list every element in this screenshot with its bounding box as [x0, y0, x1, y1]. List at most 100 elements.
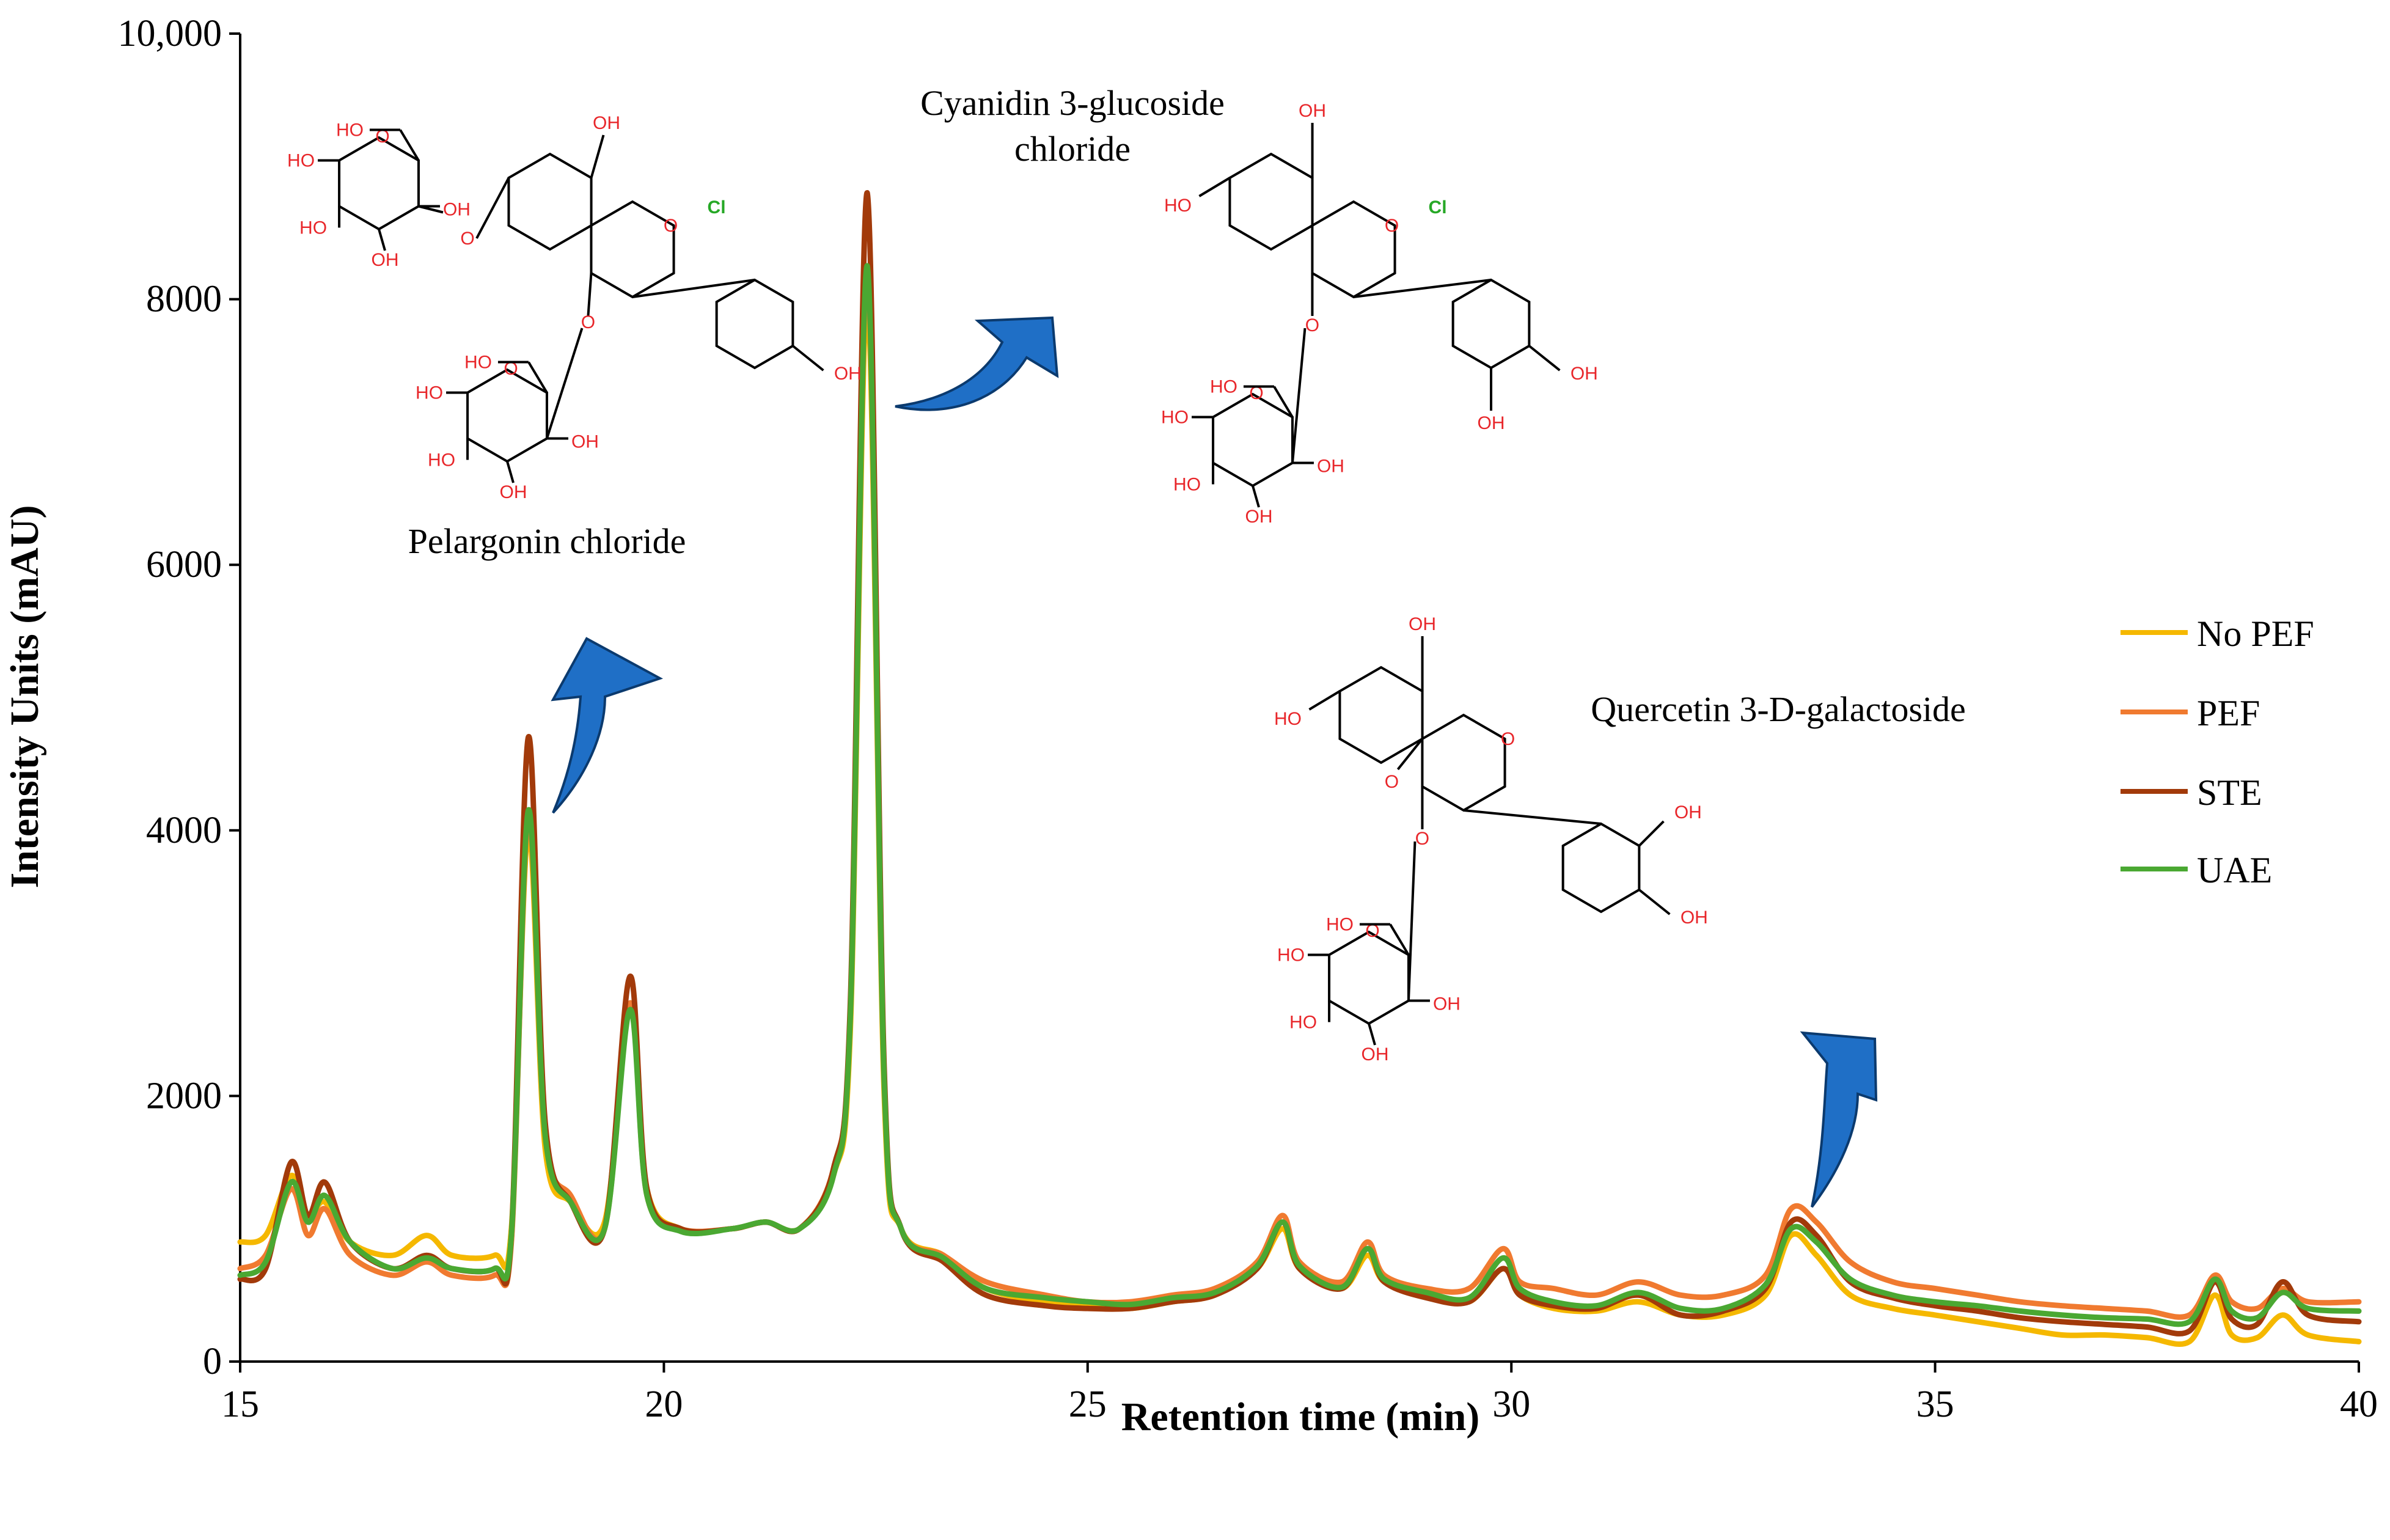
atom-label: HO [1326, 915, 1354, 935]
y-ticks: 0 2000 4000 6000 8000 10,000 [118, 13, 240, 1382]
ring-c [590, 200, 675, 299]
atom-label: HO [1161, 408, 1189, 428]
legend-item-ste: STE [2121, 772, 2262, 813]
ring-a [1338, 666, 1424, 765]
atom-label: OH [834, 364, 862, 384]
atom-label: HO [1210, 377, 1237, 397]
arrow-quercetin-icon [1800, 1031, 1878, 1208]
atom-label: OH [1362, 1044, 1389, 1065]
atom-label: HO [1277, 945, 1305, 966]
atom-label: OH [443, 200, 471, 220]
bond [1273, 386, 1294, 418]
bond [546, 328, 584, 439]
quercetin-structure: OH HO O O OH OH O HO HO OH OH HO O [1274, 614, 1708, 1065]
atom-label: OH [593, 113, 620, 133]
legend-item-uae: UAE [2121, 850, 2272, 890]
atom-label: O [1249, 383, 1263, 403]
sugar-ring [1328, 930, 1410, 1025]
ring-b [715, 278, 794, 370]
atom-label: HO [1274, 709, 1302, 729]
y-tick-label: 0 [203, 1341, 222, 1382]
x-tick-label: 35 [1916, 1384, 1954, 1425]
atom-label: OH [1681, 908, 1708, 928]
atom-label: Cl [1429, 197, 1447, 218]
series-line-pef [237, 270, 2362, 1320]
bond [475, 177, 510, 239]
bond [1308, 690, 1341, 711]
y-tick-label: 8000 [146, 279, 222, 320]
sugar-ring [466, 368, 548, 463]
annotation-cyanidin-label-line2: chloride [1014, 129, 1131, 169]
ring-a [507, 152, 593, 251]
legend-label-ste: STE [2197, 772, 2262, 813]
atom-label: HO [1289, 1013, 1317, 1033]
x-tick-label: 15 [221, 1384, 259, 1425]
atom-label: O [1415, 829, 1429, 849]
x-tick-label: 25 [1069, 1384, 1107, 1425]
atom-label: Cl [708, 197, 726, 218]
atom-label: HO [428, 450, 455, 471]
bond [590, 134, 605, 178]
atom-label: O [1501, 729, 1515, 749]
atom-label: HO [1173, 475, 1201, 495]
y-tick-label: 4000 [146, 810, 222, 851]
bond [1368, 1023, 1376, 1046]
atom-label: OH [1433, 994, 1461, 1014]
atom-label: OH [1674, 802, 1702, 823]
legend-item-pef: PEF [2121, 693, 2260, 733]
annotation-pelargonin-label: Pelargonin chloride [408, 521, 686, 561]
atom-label: OH [1317, 457, 1344, 477]
ring-c [1311, 200, 1396, 299]
x-tick-label: 30 [1492, 1384, 1530, 1425]
legend-item-no-pef: No PEF [2121, 614, 2314, 654]
x-tick-label: 20 [645, 1384, 683, 1425]
atom-label: O [581, 312, 595, 332]
x-tick-label: 40 [2340, 1384, 2378, 1425]
legend-label-no-pef: No PEF [2197, 614, 2314, 654]
bond [1638, 820, 1665, 847]
atom-label: O [1365, 921, 1379, 941]
y-axis-title: Intensity Units (mAU) [2, 505, 47, 889]
atom-label: HO [336, 120, 364, 141]
x-axis-title: Retention time (min) [1121, 1395, 1480, 1439]
bond [527, 361, 548, 394]
cyanidin-structure: OH HO O Cl OH OH O HO HO OH OH HO O [1161, 101, 1598, 527]
legend: No PEF PEF STE UAE [2121, 614, 2314, 890]
atom-label: O [1385, 216, 1399, 236]
legend-label-uae: UAE [2197, 850, 2272, 890]
atom-label: OH [372, 250, 399, 270]
bond [506, 461, 515, 483]
atom-label: OH [1299, 101, 1326, 121]
atom-label: OH [1571, 364, 1598, 384]
bond [1407, 841, 1417, 1001]
bond [1353, 279, 1492, 298]
atom-label: HO [287, 151, 315, 171]
bond [1396, 738, 1424, 771]
y-tick-label: 6000 [146, 544, 222, 585]
atom-label: O [375, 127, 389, 147]
arrow-pelargonin-icon [551, 637, 664, 814]
sugar-ring [1212, 392, 1294, 488]
bond [378, 229, 386, 251]
bond [1198, 177, 1231, 197]
atom-label: OH [500, 482, 527, 502]
y-tick-label: 2000 [146, 1075, 222, 1116]
sugar-ring [338, 136, 420, 231]
axes [239, 34, 2359, 1363]
annotation-cyanidin-label-line1: Cyanidin 3-glucoside [920, 83, 1225, 123]
bond [632, 279, 755, 298]
atom-label: OH [571, 432, 599, 452]
bond [418, 205, 444, 214]
bond [1528, 345, 1561, 372]
legend-label-pef: PEF [2197, 693, 2260, 733]
annotation-quercetin-label: Quercetin 3-D-galactoside [1591, 689, 1966, 729]
bond [1638, 889, 1671, 915]
atom-label: O [664, 216, 678, 236]
ring-a [1228, 152, 1314, 251]
bond [1463, 809, 1602, 825]
atom-label: HO [299, 218, 327, 238]
atom-label: OH [1245, 507, 1273, 527]
